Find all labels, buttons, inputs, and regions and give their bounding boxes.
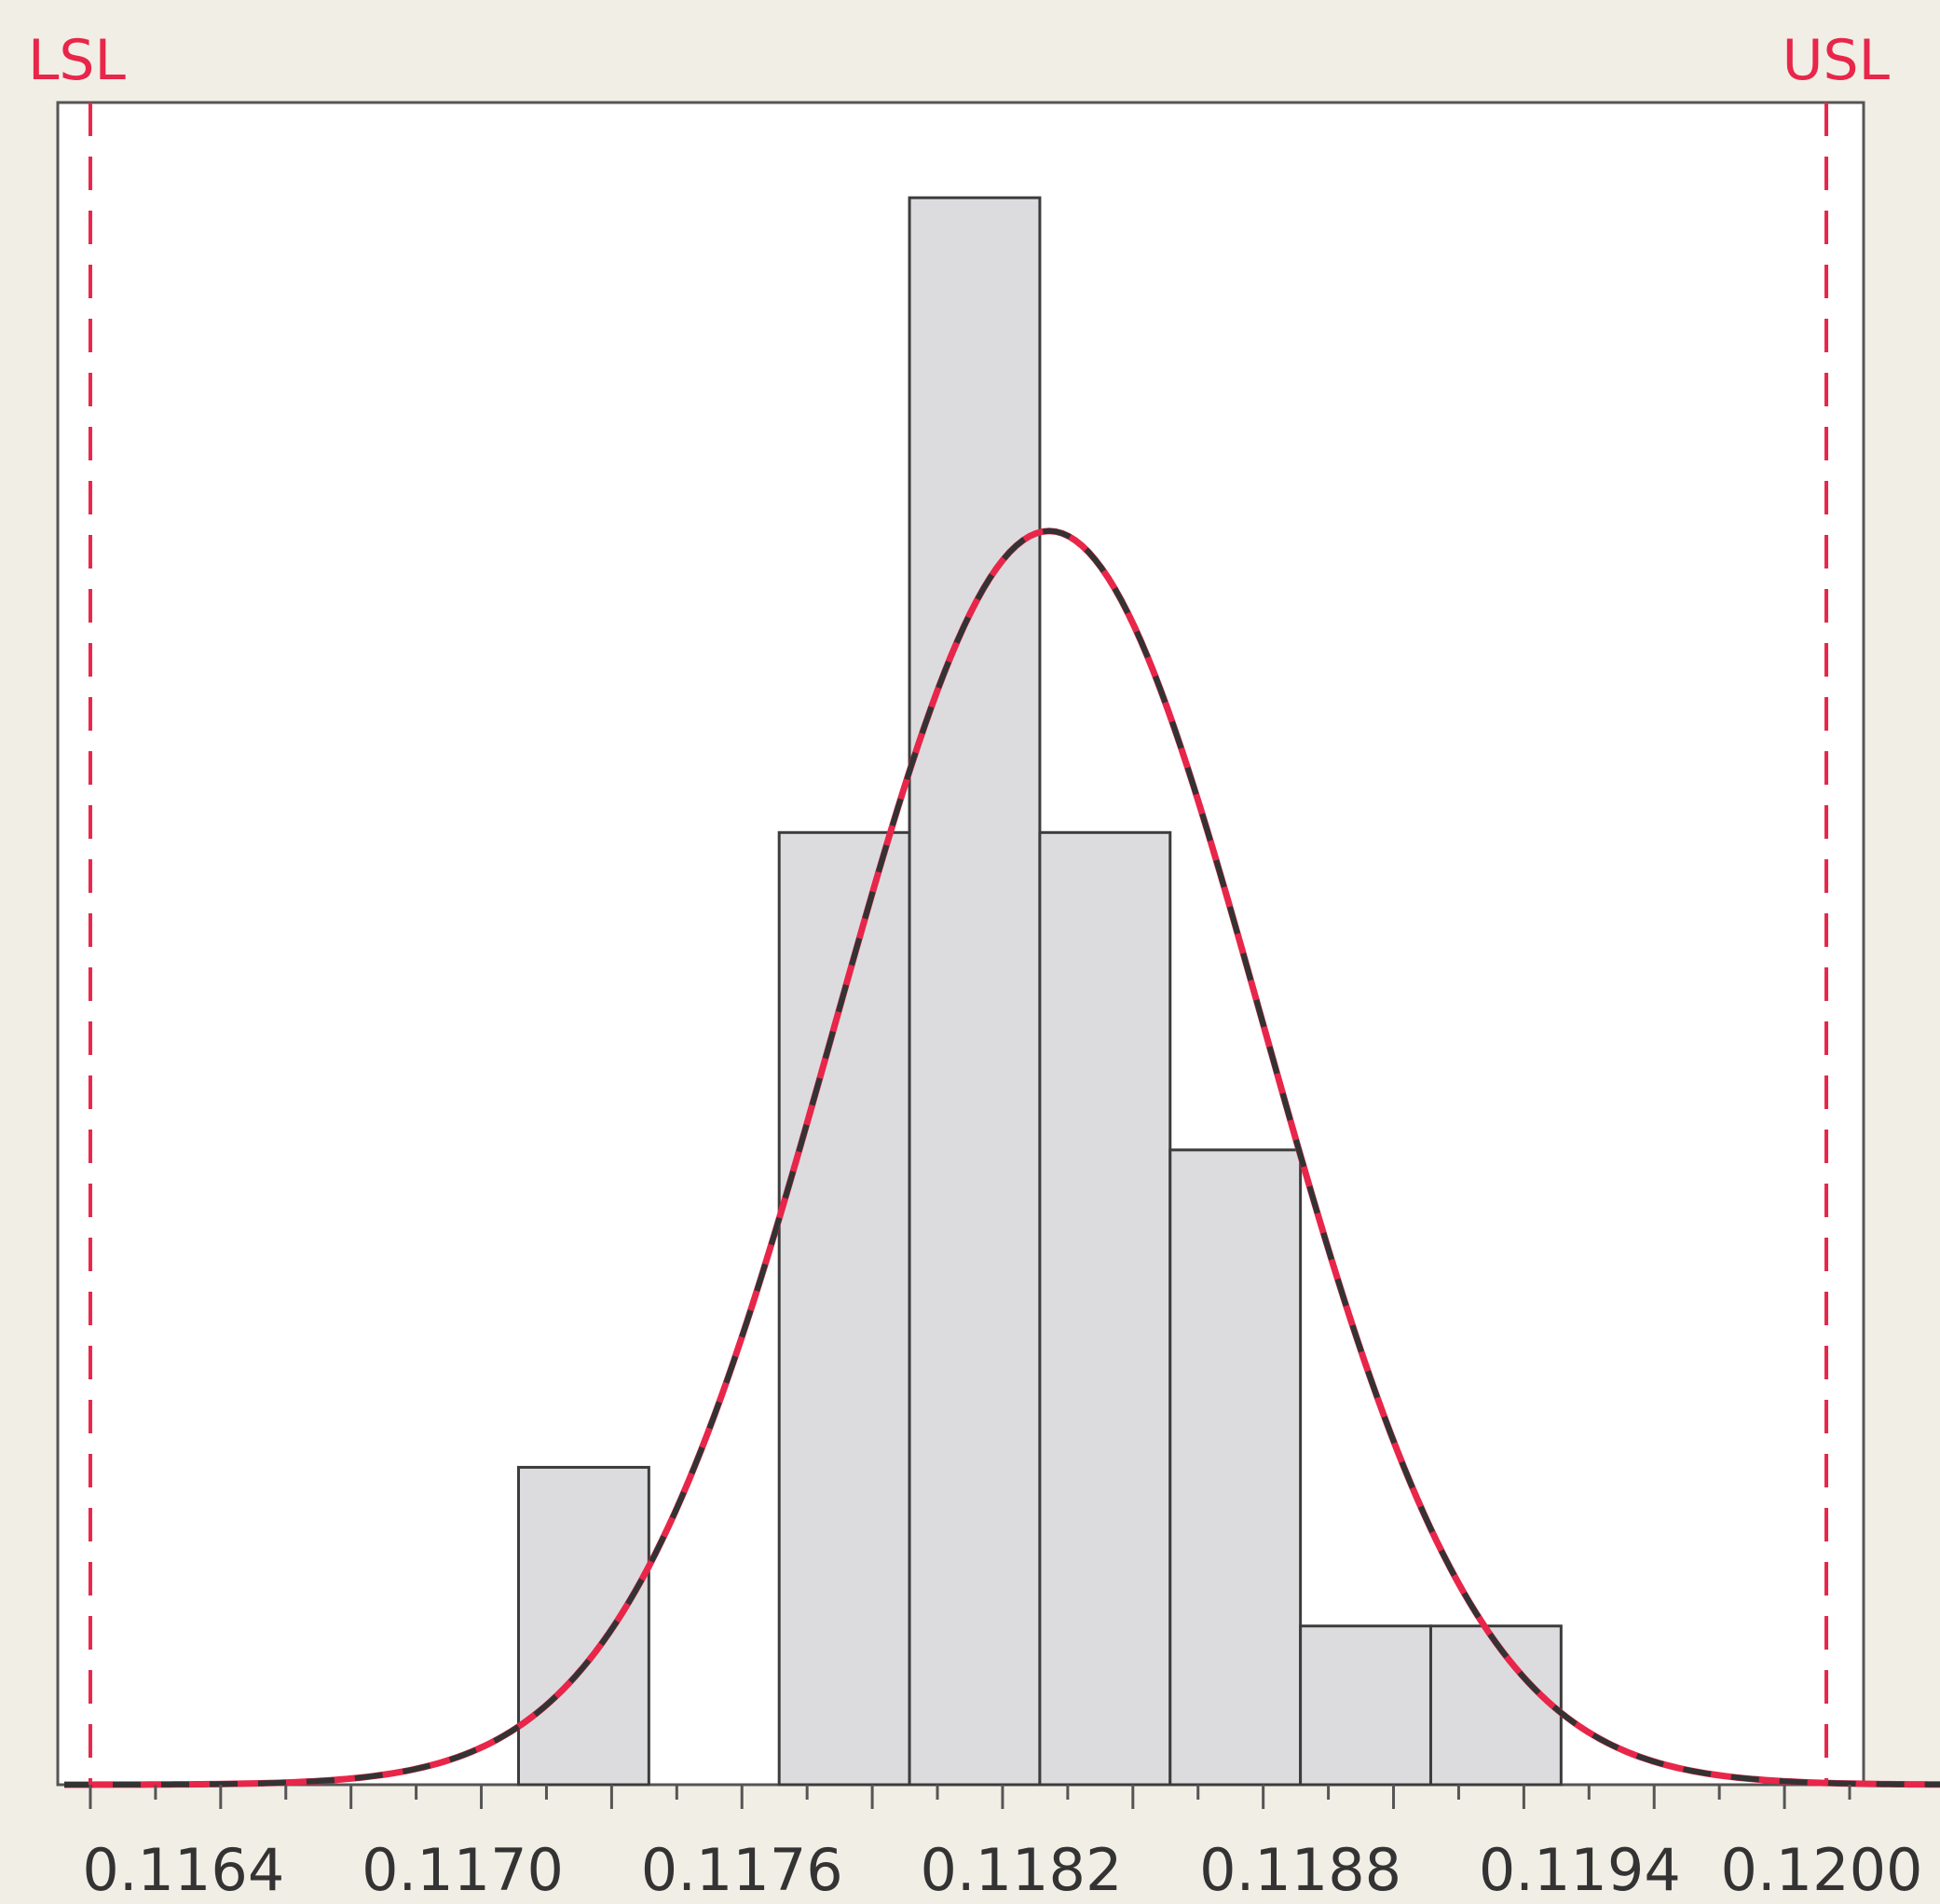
x-tick-label: 0.1170 (362, 1836, 564, 1904)
x-tick-label: 0.1164 (82, 1836, 284, 1904)
x-tick-label: 0.1188 (1199, 1836, 1401, 1904)
spec-limits: LSL USL (28, 28, 1891, 1785)
histogram-bar (516, 1465, 650, 1787)
histogram-bar (1168, 1148, 1303, 1787)
histogram-bar (908, 196, 1042, 1787)
x-tick-label: 0.1200 (1721, 1836, 1923, 1904)
histogram-bar (1299, 1624, 1432, 1787)
fit-curves (63, 527, 1940, 1788)
x-tick-label: 0.1194 (1479, 1836, 1681, 1904)
histogram-bars (516, 196, 1563, 1787)
lsl-label: LSL (28, 28, 127, 93)
histogram-bar (777, 830, 911, 1787)
x-tick-label: 0.1176 (641, 1836, 843, 1904)
usl-label: USL (1783, 28, 1891, 93)
histogram-bar (1428, 1624, 1563, 1787)
x-axis: 0.1164 0.1170 0.1176 0.1182 0.1188 0.1194 0.12… (82, 1785, 1922, 1904)
histogram-bar (1038, 830, 1172, 1787)
overall-fit-curve (63, 527, 1940, 1788)
x-tick-label: 0.1182 (920, 1836, 1122, 1904)
